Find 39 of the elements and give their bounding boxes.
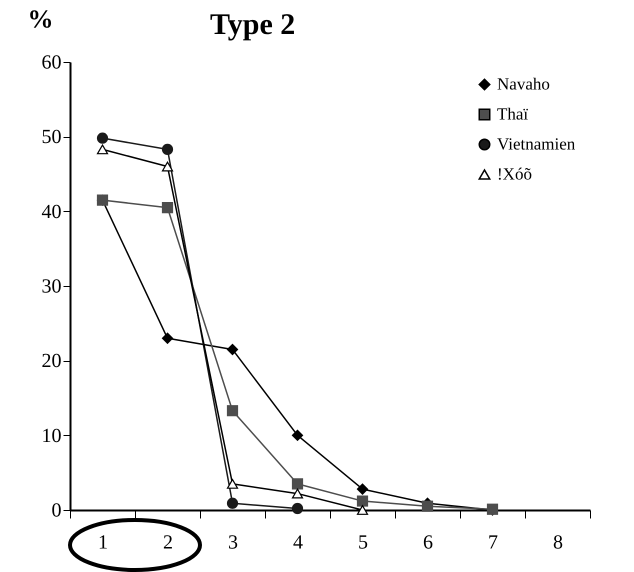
x-tick-label: 7 <box>488 532 498 554</box>
point <box>162 144 174 155</box>
y-axis-title: % <box>28 4 54 34</box>
legend-label: Navaho <box>497 74 550 94</box>
x-tick-label: 5 <box>358 532 368 554</box>
legend-label: !Xóõ <box>497 164 532 184</box>
point <box>422 500 434 512</box>
y-tick-label: 20 <box>42 350 62 372</box>
chart-title: Type 2 <box>210 8 296 41</box>
point <box>292 430 304 441</box>
y-tick-label: 40 <box>42 200 62 223</box>
point <box>96 132 108 144</box>
x-tick-label: 1 <box>98 532 108 554</box>
legend-label: Thaï <box>497 104 528 124</box>
x-tick-label: 8 <box>553 532 563 554</box>
point <box>292 478 304 490</box>
y-tick-label: 30 <box>42 276 62 298</box>
y-tick-label: 10 <box>42 424 62 447</box>
point <box>162 332 174 344</box>
y-tick-label: 0 <box>52 500 62 522</box>
y-tick-label: 60 <box>42 52 62 74</box>
y-tick-label: 50 <box>42 126 62 148</box>
x-tick-label: 3 <box>228 532 238 554</box>
point <box>356 483 368 495</box>
legend-label: Vietnamien <box>497 134 576 154</box>
point <box>292 488 304 499</box>
point <box>226 405 238 416</box>
x-tick-label: 2 <box>163 532 173 554</box>
point <box>96 144 108 154</box>
x-tick-label: 4 <box>293 532 303 554</box>
point <box>292 502 304 514</box>
point <box>226 498 238 509</box>
point <box>356 505 368 515</box>
x-tick-label: 6 <box>423 532 433 554</box>
point <box>162 202 174 214</box>
point <box>226 478 238 489</box>
point <box>226 344 238 356</box>
point <box>356 495 368 507</box>
point <box>162 162 174 172</box>
